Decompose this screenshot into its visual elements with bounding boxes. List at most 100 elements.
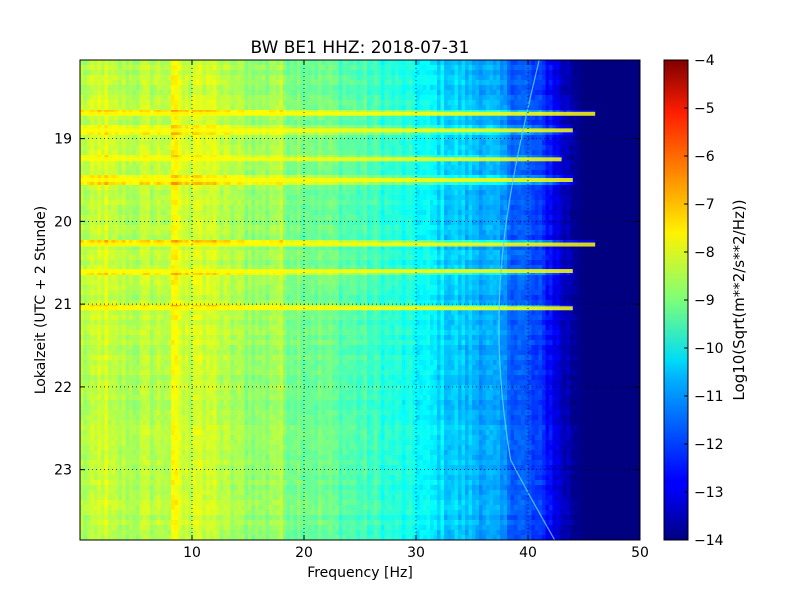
heatmap-cell xyxy=(143,105,148,111)
heatmap-cell xyxy=(363,130,368,136)
heatmap-cell xyxy=(181,145,186,151)
heatmap-cell xyxy=(584,165,589,171)
heatmap-cell xyxy=(227,65,232,71)
heatmap-cell xyxy=(94,185,99,191)
heatmap-cell xyxy=(160,200,165,206)
heatmap-cell xyxy=(608,90,613,96)
heatmap-cell xyxy=(290,100,295,106)
heatmap-cell xyxy=(307,175,312,181)
heatmap-cell xyxy=(629,190,634,196)
heatmap-cell xyxy=(591,155,596,161)
heatmap-cell xyxy=(157,150,162,156)
heatmap-cell xyxy=(493,125,498,131)
heatmap-cell xyxy=(167,215,172,221)
heatmap-cell xyxy=(559,130,564,136)
heatmap-cell xyxy=(202,200,207,206)
heatmap-cell xyxy=(178,125,183,131)
heatmap-cell xyxy=(111,215,116,221)
heatmap-cell xyxy=(545,190,550,196)
heatmap-cell xyxy=(374,175,379,181)
heatmap-cell xyxy=(150,140,155,146)
heatmap-cell xyxy=(360,70,365,76)
heatmap-cell xyxy=(608,165,613,171)
heatmap-cell xyxy=(629,100,634,106)
heatmap-cell xyxy=(370,85,375,91)
heatmap-cell xyxy=(153,75,158,81)
heatmap-cell xyxy=(524,80,529,86)
heatmap-cell xyxy=(353,210,358,216)
heatmap-cell xyxy=(395,160,400,166)
heatmap-cell xyxy=(612,60,617,66)
heatmap-cell xyxy=(472,75,477,81)
heatmap-cell xyxy=(475,185,480,191)
heatmap-cell xyxy=(318,195,323,201)
heatmap-cell xyxy=(118,175,123,181)
heatmap-cell xyxy=(300,85,305,91)
heatmap-cell xyxy=(402,75,407,81)
heatmap-cell xyxy=(153,200,158,206)
heatmap-cell xyxy=(622,175,627,181)
heatmap-cell xyxy=(300,175,305,181)
heatmap-cell xyxy=(283,185,288,191)
heatmap-cell xyxy=(587,60,592,66)
heatmap-cell xyxy=(626,140,631,146)
heatmap-cell xyxy=(598,175,603,181)
heatmap-cell xyxy=(559,65,564,71)
heatmap-cell xyxy=(409,160,414,166)
heatmap-cell xyxy=(178,215,183,221)
heatmap-cell xyxy=(500,75,505,81)
heatmap-cell xyxy=(440,160,445,166)
heatmap-cell xyxy=(622,125,627,131)
heatmap-cell xyxy=(241,60,246,66)
heatmap-cell xyxy=(458,140,463,146)
heatmap-cell xyxy=(507,175,512,181)
heatmap-cell xyxy=(146,195,151,201)
heatmap-cell xyxy=(542,200,547,206)
heatmap-cell xyxy=(598,140,603,146)
heatmap-cell xyxy=(405,165,410,171)
heatmap-cell xyxy=(549,100,554,106)
heatmap-cell xyxy=(87,115,92,121)
heatmap-cell xyxy=(118,165,123,171)
heatmap-cell xyxy=(290,75,295,81)
heatmap-cell xyxy=(405,145,410,151)
heatmap-cell xyxy=(157,140,162,146)
heatmap-cell xyxy=(629,175,634,181)
heatmap-cell xyxy=(311,165,316,171)
heatmap-cell xyxy=(346,125,351,131)
heatmap-cell xyxy=(234,120,239,126)
heatmap-cell xyxy=(146,175,151,181)
heatmap-cell xyxy=(398,185,403,191)
heatmap-cell xyxy=(398,125,403,131)
heatmap-cell xyxy=(328,100,333,106)
heatmap-cell xyxy=(178,85,183,91)
heatmap-cell xyxy=(199,200,204,206)
heatmap-cell xyxy=(335,185,340,191)
heatmap-cell xyxy=(223,100,228,106)
heatmap-cell xyxy=(164,60,169,66)
heatmap-cell xyxy=(426,75,431,81)
heatmap-cell xyxy=(514,95,519,101)
heatmap-cell xyxy=(622,95,627,101)
heatmap-cell xyxy=(531,75,536,81)
heatmap-cell xyxy=(538,140,543,146)
heatmap-cell xyxy=(318,65,323,71)
heatmap-cell xyxy=(388,85,393,91)
heatmap-cell xyxy=(153,145,158,151)
heatmap-cell xyxy=(262,175,267,181)
heatmap-cell xyxy=(227,200,232,206)
heatmap-cell xyxy=(391,105,396,111)
heatmap-cell xyxy=(521,150,526,156)
heatmap-cell xyxy=(461,200,466,206)
heatmap-cell xyxy=(447,190,452,196)
heatmap-cell xyxy=(521,160,526,166)
heatmap-cell xyxy=(503,70,508,76)
heatmap-cell xyxy=(531,175,536,181)
heatmap-cell xyxy=(118,100,123,106)
heatmap-cell xyxy=(255,70,260,76)
heatmap-cell xyxy=(482,210,487,216)
heatmap-cell xyxy=(552,60,557,66)
heatmap-cell xyxy=(269,85,274,91)
heatmap-cell xyxy=(423,160,428,166)
heatmap-cell xyxy=(304,90,309,96)
